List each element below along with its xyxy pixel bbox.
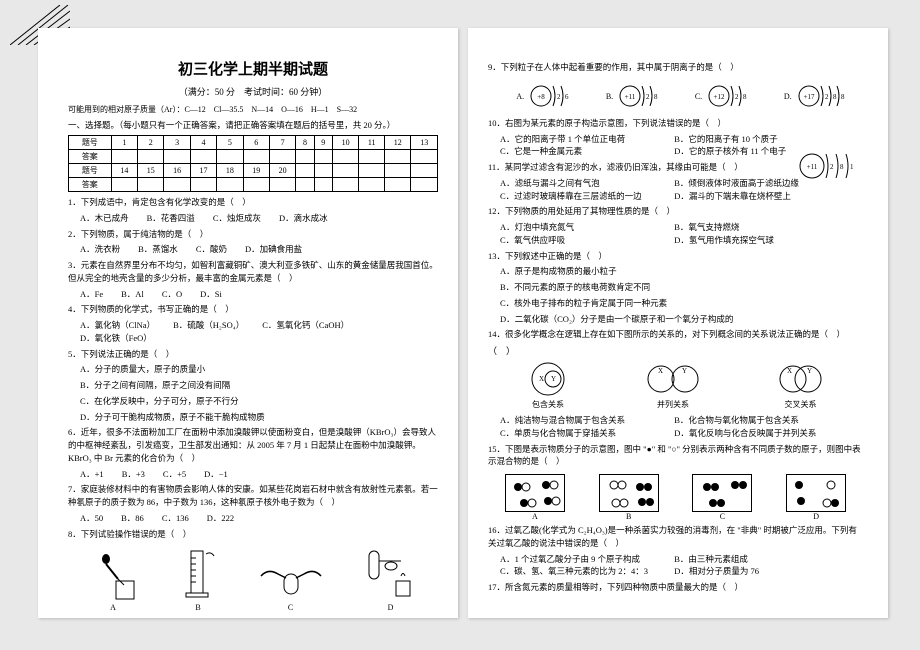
mol-d: D <box>786 474 846 521</box>
grid-label: 答案 <box>69 150 112 164</box>
q4-opts: A．氯化钠（ClNa）B．硫酸（H₂SO₄）C．氢氧化钙（CaOH）D．氧化铁（… <box>80 319 438 345</box>
tube-hold-icon <box>256 556 326 601</box>
q12-opts: A．灯泡中填充氮气B．氧气支持燃烧 C．氧气供应呼吸D．氢气用作填充探空气球 <box>500 221 863 247</box>
q1-opts: A．木已成舟B．花香四溢C．烛炬成灰D．滴水成冰 <box>80 212 438 225</box>
q13: 13．下列叙述中正确的是（ ） <box>488 250 863 263</box>
fig-b: B <box>176 546 221 612</box>
svg-text:Y: Y <box>551 375 556 383</box>
svg-text:Y: Y <box>807 367 812 375</box>
svg-text:1: 1 <box>850 163 854 171</box>
venn-cross: XY 交叉关系 <box>773 361 828 410</box>
page-right: 9．下列粒子在人体中起着重要的作用，其中属于阴离子的是（ ） A. +826 B… <box>468 28 888 618</box>
q12: 12．下列物质的用处延用了其物理性质的是（ ） <box>488 205 863 218</box>
grid-label: 题号 <box>69 164 112 178</box>
q5-opts: A．分子的质量大，原子的质量小 B．分子之间有间隔，原子之间没有间隔 C．在化学… <box>80 363 438 423</box>
q3: 3．元素在自然界里分布不均匀，如智利富藏铜矿、澳大利亚多铁矿、山东的黄金储量居我… <box>68 259 438 285</box>
svg-text:Y: Y <box>682 367 687 375</box>
dropper-icon <box>86 551 141 601</box>
svg-text:+17: +17 <box>803 93 814 101</box>
atom-b: B. +1128 <box>606 80 658 114</box>
mol-c: C <box>692 474 752 521</box>
svg-text:2: 2 <box>735 93 739 101</box>
grid-label: 答案 <box>69 178 112 192</box>
section1-head: 一、选择题。（每小题只有一个正确答案，请把正确答案填在题后的括号里，共 20 分… <box>68 119 438 131</box>
svg-text:2: 2 <box>646 93 650 101</box>
q7: 7．家庭装修材料中的有害物质会影响人体的安康。如某些花岗岩石材中就含有放射性元素… <box>68 483 438 509</box>
q3-opts: A．FeB．AlC．OD．Si <box>80 288 438 301</box>
q8: 8．下列试验操作错误的是（ ） <box>68 528 438 541</box>
q2: 2．下列物质，属于纯洁物的是（ ） <box>68 228 438 241</box>
q17: 17．所含氮元素的质量相等时，下列四种物质中质量最大的是（ ） <box>488 581 863 594</box>
svg-text:X: X <box>658 367 663 375</box>
svg-text:2: 2 <box>557 93 561 101</box>
answer-grid-1: 题号 12345678910111213 答案 题号 1415161718192… <box>68 135 438 192</box>
q6: 6．近年，很多不法面粉加工厂在面粉中添加溴酸钾以使面粉变白，但是溴酸钾（KBrO… <box>68 426 438 464</box>
venn-parallel: XY 并列关系 <box>643 361 703 410</box>
q9-atoms: A. +826 B. +1128 C. +1228 D. +17288 <box>498 80 863 114</box>
q10: 10．右图为某元素的原子构造示意图，下列说法错误的是（ ） <box>488 117 863 130</box>
svg-text:8: 8 <box>840 163 844 171</box>
q16: 16．过氧乙酸(化学式为 C₂H₄O₃)是一种杀菌实力较强的消毒剂，在 "非典"… <box>488 524 863 550</box>
q7-opts: A．50B．86C．136D．222 <box>80 512 438 525</box>
fig-d: D <box>361 546 421 612</box>
atom-d: D. +17288 <box>784 80 845 114</box>
cylinder-icon <box>176 546 221 601</box>
q6-opts: A．+1B．+3C．+5D．−1 <box>80 468 438 481</box>
exam-title: 初三化学上期半期试题 <box>68 58 438 79</box>
q8-figures: A B C <box>68 546 438 612</box>
svg-text:X: X <box>539 375 544 383</box>
fig-a: A <box>86 551 141 612</box>
mol-b: B <box>599 474 659 521</box>
heating-icon <box>361 546 421 601</box>
svg-text:+11: +11 <box>625 93 636 101</box>
svg-text:8: 8 <box>743 93 747 101</box>
svg-text:8: 8 <box>841 93 845 101</box>
exam-subtitle: （满分：50 分 考试时间：60 分钟） <box>68 85 438 98</box>
q4: 4．下列物质的化学式，书写正确的是（ ） <box>68 303 438 316</box>
mol-a: A <box>505 474 565 521</box>
svg-text:2: 2 <box>830 163 834 171</box>
q14-venn: XY 包含关系 XY 并列关系 XY 交叉关系 <box>488 361 863 410</box>
q10-atom-diagram: +11 2 8 1 <box>796 148 854 184</box>
q14: 14．很多化学概念在逻辑上存在如下图所示的关系的，对下列概念间的关系说法正确的是… <box>488 328 863 341</box>
svg-text:+11: +11 <box>807 163 818 171</box>
fig-c: C <box>256 556 326 612</box>
page-left: 初三化学上期半期试题 （满分：50 分 考试时间：60 分钟） 可能用到的相对原… <box>38 28 458 618</box>
q2-opts: A．洗衣粉B．蒸馏水C．酸奶D．加碘食用盐 <box>80 243 438 256</box>
q15: 15．下图是表示物质分子的示意图，图中 "●" 和 "○" 分别表示两种含有不同… <box>488 443 863 469</box>
q5: 5．下列说法正确的是（ ） <box>68 348 438 361</box>
svg-text:2: 2 <box>825 93 829 101</box>
grid-label: 题号 <box>69 136 112 150</box>
q1: 1．下列成语中，肯定包含有化学改变的是（ ） <box>68 196 438 209</box>
q9: 9．下列粒子在人体中起着重要的作用，其中属于阴离子的是（ ） <box>488 61 863 74</box>
svg-text:+8: +8 <box>537 93 545 101</box>
svg-text:8: 8 <box>654 93 658 101</box>
atom-c: C. +1228 <box>695 80 747 114</box>
atomic-masses: 可能用到的相对原子质量（Ar）：C—12 Cl—35.5 N—14 O—16 H… <box>68 104 438 115</box>
venn-contain: XY 包含关系 <box>523 361 573 410</box>
q16-opts: A．1 个过氧乙酸分子由 9 个原子构成B．由三种元素组成 C．碳、氢、氧三种元… <box>500 553 863 579</box>
q15-molecules: A B C D <box>488 474 863 521</box>
q13-opts: A．原子是构成物质的最小粒子 B．不同元素的原子的核电荷数肯定不同 C．核外电子… <box>500 265 863 325</box>
q14-opts: A．纯洁物与混合物属于包含关系B．化合物与氧化物属于包含关系 C．单质与化合物属… <box>500 414 863 440</box>
svg-text:X: X <box>787 367 792 375</box>
svg-text:8: 8 <box>833 93 837 101</box>
svg-text:6: 6 <box>565 93 569 101</box>
svg-text:+12: +12 <box>714 93 725 101</box>
atom-a: A. +826 <box>516 80 569 114</box>
